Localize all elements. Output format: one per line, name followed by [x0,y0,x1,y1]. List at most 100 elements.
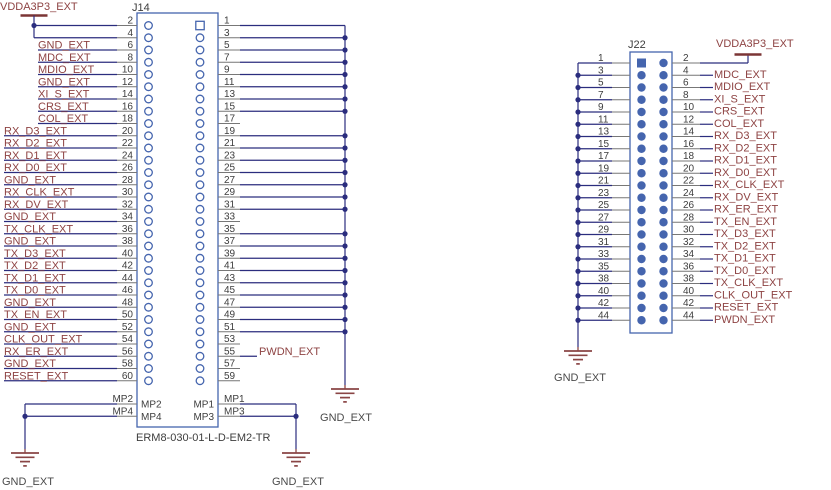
net-label[interactable]: TX_D1_EXT [714,253,776,265]
pin-number: 48 [122,297,134,308]
net-label[interactable]: GND_EXT [4,174,56,186]
pin-number: 41 [224,261,236,272]
pin-number: MP1 [224,394,245,405]
net-label[interactable]: RESET_EXT [714,302,778,314]
net-label[interactable]: RX_D3_EXT [714,130,777,142]
pin-name: MP2 [141,400,162,411]
net-label[interactable]: TX_D0_EXT [714,265,776,277]
net-label[interactable]: RX_DV_EXT [4,199,68,211]
net-label[interactable]: GND_EXT [4,236,56,248]
pin-pad [195,70,205,79]
net-label[interactable]: GND_EXT [4,211,56,223]
pin-number: 11 [224,77,235,88]
net-label[interactable]: GND_EXT [4,358,56,370]
pin-pad [195,168,205,177]
pin-number: 43 [224,273,236,284]
net-label[interactable]: MDC_EXT [38,52,91,64]
pin-number: 40 [122,248,134,259]
net-label[interactable]: RX_D2_EXT [714,142,777,154]
net-label[interactable]: MDIO_EXT [714,81,771,93]
net-label[interactable]: CLK_OUT_EXT [4,334,83,346]
net-label[interactable]: RX_ER_EXT [714,204,778,216]
net-label[interactable]: TX_D0_EXT [4,285,66,297]
pin-pad [144,45,153,55]
net-label[interactable]: RESET_EXT [4,370,68,382]
net-label[interactable]: RX_ER_EXT [4,346,68,358]
pin-number: 26 [683,200,695,211]
j22-designator[interactable]: J22 [628,39,646,51]
net-label[interactable]: RX_CLK_EXT [4,187,75,199]
net-label[interactable]: MDC_EXT [714,69,767,81]
net-label[interactable]: CLK_OUT_EXT [714,289,793,301]
net-label[interactable]: RX_D2_EXT [4,138,67,150]
net-label[interactable]: XI_S_EXT [714,93,766,105]
pin-name: MP1 [193,400,214,411]
pin-number: 52 [122,322,134,333]
pin-number: 23 [598,188,610,199]
net-label[interactable]: COL_EXT [714,118,764,130]
net-label[interactable]: TX_D1_EXT [4,272,66,284]
pin-pad [195,82,205,92]
net-label[interactable]: GND_EXT [38,40,90,52]
j14-part-number[interactable]: ERM8-030-01-L-D-EM2-TR [136,432,271,444]
pin-pad [637,95,646,104]
net-label[interactable]: PWDN_EXT [714,314,775,326]
net-label[interactable]: RX_D3_EXT [4,125,67,137]
pin-number: 22 [683,176,695,187]
net-label[interactable]: GND_EXT [4,321,56,333]
pin-pad [659,254,668,264]
net-label[interactable]: GND_EXT [4,297,56,309]
net-label[interactable]: CRS_EXT [714,106,765,118]
pin-pad [659,181,668,190]
net-label[interactable]: COL_EXT [38,113,88,125]
net-label[interactable]: TX_D2_EXT [714,240,776,252]
pin-number: 39 [224,248,236,259]
j14-power-net-label[interactable]: VDDA3P3_EXT [0,1,78,13]
pin-pad [195,315,205,324]
pin1-pad [195,20,205,31]
pin-number: 32 [122,199,134,210]
pin-pad [195,143,205,153]
net-label[interactable]: RX_DV_EXT [714,191,778,203]
pin-number: 36 [683,261,695,272]
pin-number: 57 [224,359,236,370]
net-label[interactable]: RX_D0_EXT [714,167,777,179]
j22-power-net-label[interactable]: VDDA3P3_EXT [716,38,794,50]
pin-pad [637,181,646,190]
pin-number: 38 [683,274,695,285]
net-label[interactable]: RX_D1_EXT [714,155,777,167]
pin-pad [144,302,153,312]
pin-number: 46 [122,285,134,296]
pin-pad [659,303,668,313]
pin-number: 56 [122,346,134,357]
pin-number: 1 [598,53,604,64]
net-label[interactable]: XI_S_EXT [38,89,90,101]
pin-pad [144,351,153,361]
j14-designator[interactable]: J14 [132,2,150,14]
pin-pad [195,339,205,349]
j22-body[interactable] [629,51,673,334]
net-label[interactable]: TX_D2_EXT [4,260,66,272]
net-label[interactable]: RX_D0_EXT [4,162,67,174]
net-label[interactable]: TX_EN_EXT [714,216,777,228]
net-label[interactable]: RX_D1_EXT [4,150,67,162]
pin-number: 49 [224,310,236,321]
net-label[interactable]: TX_D3_EXT [714,228,776,240]
pin-number: 17 [598,151,610,162]
net-label[interactable]: MDIO_EXT [38,64,95,76]
net-label[interactable]: TX_D3_EXT [4,248,66,260]
pin-pad [144,266,153,275]
pin-number: 19 [598,163,610,174]
net-label[interactable]: TX_CLK_EXT [714,277,783,289]
pin-number: MP4 [112,406,133,417]
pin-number: 9 [598,102,604,113]
net-label[interactable]: CRS_EXT [38,101,89,113]
net-label[interactable]: RX_CLK_EXT [714,179,785,191]
net-label[interactable]: GND_EXT [38,76,90,88]
net-label[interactable]: TX_CLK_EXT [4,223,73,235]
pin-pad [659,205,668,215]
pin-number: 42 [683,298,695,309]
net-label[interactable]: PWDN_EXT [259,346,320,358]
net-label[interactable]: TX_EN_EXT [4,309,67,321]
pin-number: 6 [127,40,133,51]
